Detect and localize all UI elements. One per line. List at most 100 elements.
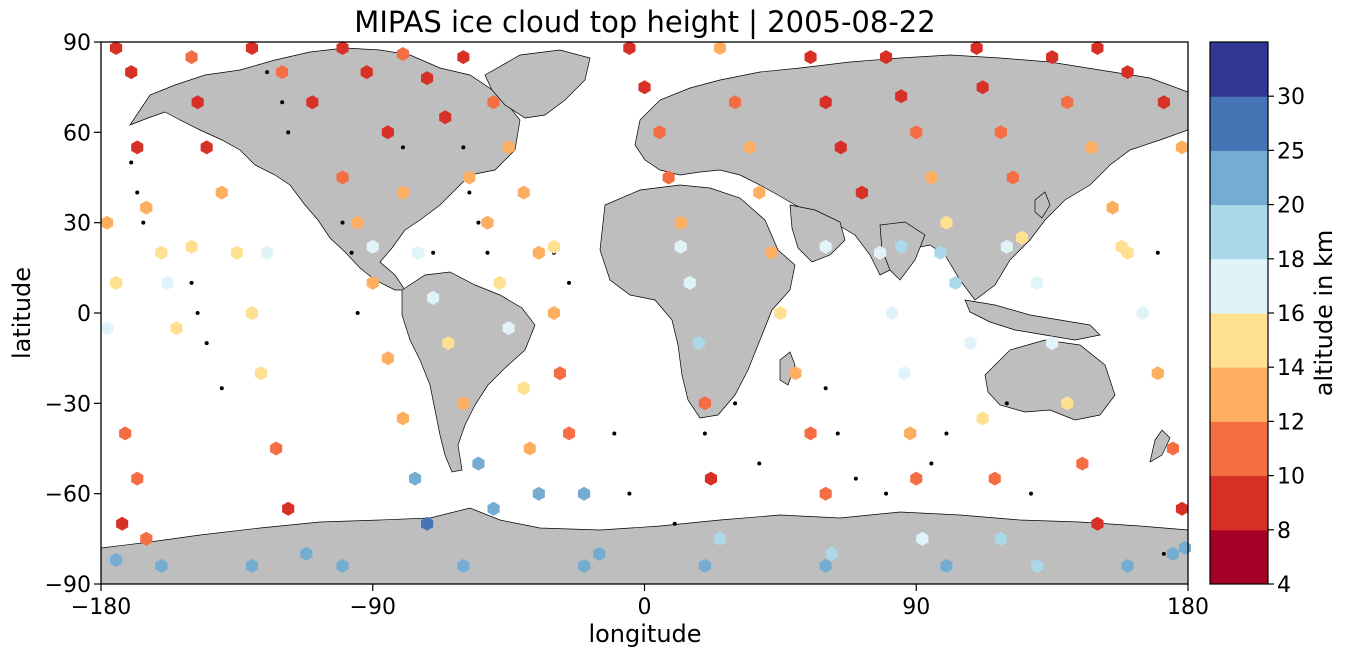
cloud-top-point — [487, 501, 500, 516]
cloud-top-point — [116, 516, 129, 531]
cloud-top-point — [101, 321, 114, 336]
cloud-top-point — [1046, 336, 1059, 351]
cloud-top-point — [819, 95, 832, 110]
cloud-top-point — [421, 516, 434, 531]
clear-sky-point — [400, 145, 405, 150]
cloud-top-point — [834, 140, 847, 155]
cloud-top-point — [704, 471, 717, 486]
cloud-top-point — [1076, 456, 1089, 471]
clear-sky-point — [135, 190, 140, 195]
clear-sky-point — [929, 461, 934, 466]
cloud-top-point — [200, 140, 213, 155]
colorbar-segment — [1210, 421, 1268, 477]
cloud-top-point — [457, 50, 470, 65]
cloud-top-point — [1121, 65, 1134, 80]
clear-sky-point — [467, 190, 472, 195]
x-axis-ticks: −180 −90 0 90 180 — [71, 584, 1209, 620]
cloud-top-point — [638, 80, 651, 95]
cloud-top-point — [381, 125, 394, 140]
clear-sky-point — [627, 491, 632, 496]
cloud-top-point — [1136, 306, 1149, 320]
clear-sky-point — [944, 431, 949, 436]
x-axis-label: longitude — [588, 620, 701, 648]
japan-landmass — [1034, 191, 1051, 219]
cloud-top-point — [245, 558, 258, 573]
cloud-top-point — [517, 381, 530, 396]
colorbar-segment — [1210, 150, 1268, 206]
x-tick-label: −180 — [71, 595, 131, 620]
clear-sky-point — [1028, 491, 1033, 496]
cloud-top-point — [1031, 275, 1044, 290]
clear-sky-point — [340, 220, 345, 225]
cloud-top-point — [412, 245, 425, 260]
cloud-top-point — [1157, 95, 1170, 110]
colorbar: 4 8 10 12 14 16 18 20 25 30 — [1209, 41, 1305, 598]
cloud-top-point — [910, 471, 923, 486]
cloud-top-point — [940, 558, 953, 573]
cloud-top-point — [110, 552, 123, 567]
clear-sky-point — [129, 160, 134, 165]
cloud-top-point — [563, 426, 576, 441]
cloud-top-point — [396, 185, 409, 200]
clear-sky-point — [349, 250, 354, 255]
cloud-top-point — [886, 306, 899, 320]
cloud-top-point — [110, 275, 123, 290]
cloud-top-point — [306, 95, 319, 110]
cloud-top-point — [1061, 95, 1074, 110]
cloud-top-point — [895, 239, 908, 254]
cloud-top-point — [1121, 558, 1134, 573]
cloud-top-point — [493, 275, 506, 290]
antarctica-landmass — [100, 507, 1189, 585]
clear-sky-point — [431, 250, 436, 255]
clear-sky-point — [1004, 401, 1009, 406]
colorbar-tick-label: 16 — [1277, 302, 1305, 327]
cloud-top-point — [819, 558, 832, 573]
cloud-top-point — [1061, 396, 1074, 411]
cloud-top-point — [532, 245, 545, 260]
cloud-top-point — [698, 396, 711, 411]
cloud-top-point — [949, 275, 962, 290]
colorbar-tick-label: 8 — [1277, 519, 1291, 544]
cloud-top-point — [351, 215, 364, 230]
colorbar-tick-label: 18 — [1277, 248, 1305, 273]
colorbar-tick-label: 30 — [1277, 85, 1305, 110]
cloud-top-point — [161, 275, 174, 290]
cloud-top-point — [381, 351, 394, 366]
colorbar-tick-label: 20 — [1277, 194, 1305, 219]
cloud-top-point — [753, 185, 766, 200]
cloud-markers — [101, 41, 1191, 573]
cloud-top-point — [713, 41, 726, 55]
africa-landmass — [599, 184, 796, 419]
cloud-top-point — [366, 275, 379, 290]
cloud-top-point — [155, 245, 168, 260]
cloud-top-point — [396, 411, 409, 426]
cloud-top-point — [1106, 200, 1119, 215]
clear-sky-point — [1161, 551, 1166, 556]
chart-title: MIPAS ice cloud top height | 2005-08-22 — [354, 5, 935, 39]
colorbar-segment — [1210, 529, 1268, 585]
x-tick-label: 180 — [1167, 595, 1209, 620]
south-america-landmass — [401, 271, 536, 473]
cloud-top-point — [988, 471, 1001, 486]
cloud-top-point — [396, 47, 409, 61]
cloud-top-point — [940, 215, 953, 230]
southeast-asia-islands — [964, 299, 1101, 341]
cloud-top-point — [487, 95, 500, 110]
y-tick-label: 0 — [77, 302, 91, 327]
cloud-top-point — [970, 41, 983, 55]
cloud-top-point — [578, 486, 591, 501]
clear-sky-point — [853, 476, 858, 481]
colorbar-segment — [1210, 313, 1268, 368]
cloud-top-point — [261, 245, 274, 260]
cloud-top-point — [593, 546, 606, 561]
cloud-top-point — [439, 110, 452, 125]
y-tick-label: −90 — [45, 573, 91, 598]
cloud-top-point — [1046, 50, 1059, 65]
y-tick-label: 90 — [63, 31, 91, 56]
cloud-top-point — [185, 239, 198, 254]
cloud-top-point — [457, 558, 470, 573]
cloud-top-point — [874, 245, 887, 260]
clear-sky-point — [1155, 250, 1160, 255]
cloud-top-point — [1015, 230, 1028, 245]
